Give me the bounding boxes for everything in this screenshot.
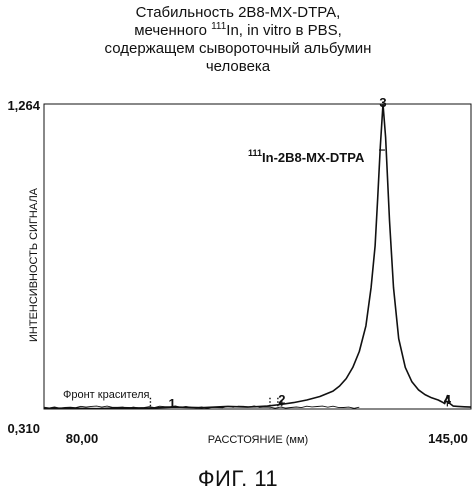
peak-label-3: 3	[379, 95, 386, 110]
y-tick-min: 0,310	[7, 421, 40, 436]
dye-front-label: Фронт красителя	[63, 389, 150, 401]
y-tick-max: 1,264	[7, 98, 40, 113]
peak-label-4: 4	[444, 392, 452, 407]
x-axis-label: РАССТОЯНИЕ (мм)	[208, 434, 308, 446]
compound-annotation: 111In-2B8-MX-DTPA	[248, 148, 365, 165]
figure-label: ФИГ. 11	[0, 466, 476, 492]
x-tick-max: 145,00	[428, 431, 468, 446]
peak-label-1: 1	[168, 396, 175, 411]
x-tick-min: 80,00	[66, 431, 99, 446]
peak-label-2: 2	[278, 392, 285, 407]
y-axis-label: ИНТЕНСИВНОСТЬ СИГНАЛА	[28, 187, 40, 342]
compound-annotation-prefix: 111	[248, 148, 262, 158]
compound-annotation-text: In-2B8-MX-DTPA	[262, 150, 365, 165]
